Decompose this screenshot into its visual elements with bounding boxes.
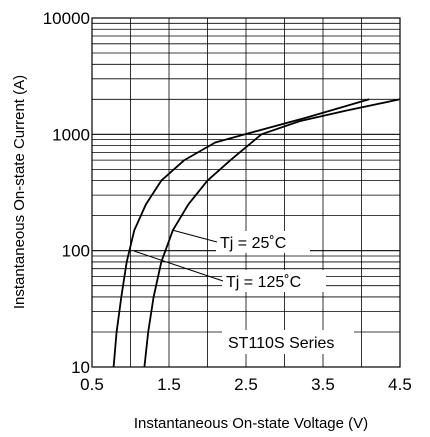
leader-line-tj-25 [171,229,218,243]
y-tick-label: 100 [62,242,90,261]
x-tick-label: 1.5 [157,375,181,394]
series-line-tj-25 [143,98,401,368]
plot-area-frame [91,17,401,368]
annotation-tj-125-text: Tj = 125˚C [226,274,301,291]
y-tick-label: 10000 [43,9,90,28]
x-tick-label: 3.5 [311,375,335,394]
annotation-leader-lines [133,229,224,282]
x-axis-ticks: 0.5 1.5 2.5 3.5 4.5 [80,375,412,394]
annotation-series-label: ST110S Series [222,330,354,354]
annotation-tj-25-text: Tj = 25˚C [220,235,286,252]
annotation-series-text: ST110S Series [228,335,334,352]
series-layer [112,98,401,368]
y-axis-ticks: 10 100 1000 10000 [43,9,90,377]
annotation-tj-125: Tj = 125˚C [222,270,326,292]
y-tick-label: 1000 [52,125,90,144]
y-tick-label: 10 [71,358,90,377]
x-axis-title: Instantaneous On-state Voltage (V) [134,415,368,432]
x-tick-label: 2.5 [234,375,258,394]
x-tick-label: 0.5 [80,375,104,394]
x-tick-label: 4.5 [388,375,412,394]
y-axis-title: Instantaneous On-state Current (A) [11,75,28,309]
series-line-tj-125 [112,98,370,368]
annotation-tj-25: Tj = 25˚C [216,231,310,253]
leader-line-tj-125 [133,250,224,282]
grid-lines [91,17,401,368]
